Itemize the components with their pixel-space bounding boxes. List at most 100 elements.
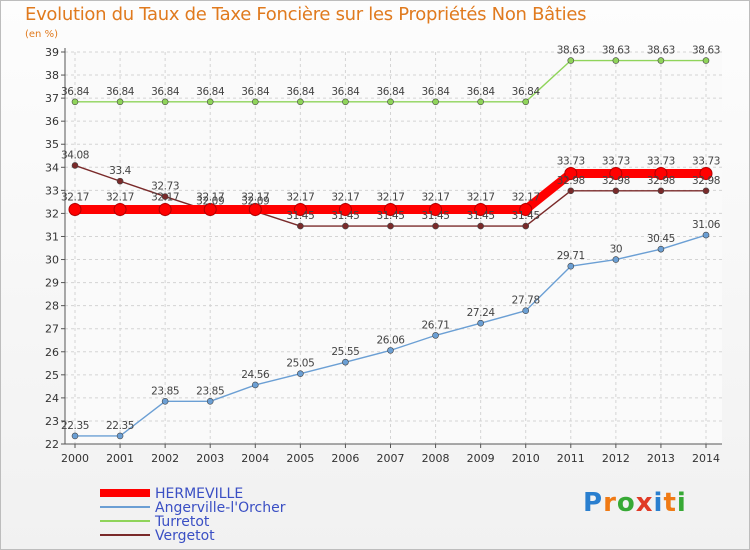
data-label-vergetot: 31.45 bbox=[286, 210, 314, 222]
data-label-turretot: 36.84 bbox=[241, 86, 270, 98]
logo-letter: i bbox=[653, 488, 664, 518]
data-point-hermeville bbox=[384, 202, 397, 216]
data-point-angerville-l-orcher bbox=[71, 432, 79, 440]
data-point-vergetot bbox=[702, 187, 710, 195]
data-point-turretot bbox=[206, 98, 214, 106]
y-tick-label: 36 bbox=[45, 115, 59, 128]
x-tick-label: 2007 bbox=[377, 452, 405, 465]
data-label-vergetot: 34.08 bbox=[61, 149, 89, 161]
data-label-turretot: 36.84 bbox=[512, 86, 541, 98]
data-label-angerville-l-orcher: 24.56 bbox=[241, 369, 270, 381]
x-tick-label: 2005 bbox=[286, 452, 314, 465]
data-label-turretot: 36.84 bbox=[467, 86, 496, 98]
data-point-turretot bbox=[297, 98, 304, 106]
data-point-vergetot bbox=[387, 222, 394, 230]
data-point-vergetot bbox=[342, 222, 349, 230]
data-point-vergetot bbox=[116, 177, 124, 185]
data-point-angerville-l-orcher bbox=[432, 332, 439, 339]
data-point-angerville-l-orcher bbox=[387, 347, 394, 354]
data-point-vergetot bbox=[432, 222, 439, 230]
data-label-angerville-l-orcher: 25.55 bbox=[331, 346, 359, 358]
data-label-vergetot: 31.45 bbox=[512, 210, 540, 222]
data-label-angerville-l-orcher: 26.71 bbox=[422, 319, 450, 331]
data-label-angerville-l-orcher: 22.35 bbox=[106, 420, 134, 432]
y-tick-label: 27 bbox=[45, 323, 59, 336]
data-point-angerville-l-orcher bbox=[342, 358, 349, 366]
data-point-turretot bbox=[567, 57, 575, 64]
data-point-vergetot bbox=[567, 187, 575, 195]
series-angerville-l-orcher bbox=[71, 231, 710, 440]
data-label-hermeville: 33.73 bbox=[692, 156, 720, 168]
data-label-vergetot: 32.73 bbox=[151, 181, 179, 193]
y-tick-label: 35 bbox=[45, 138, 59, 151]
data-label-hermeville: 32.17 bbox=[331, 191, 359, 203]
y-tick-label: 22 bbox=[45, 438, 59, 451]
data-label-turretot: 38.63 bbox=[557, 45, 585, 57]
data-label-angerville-l-orcher: 26.06 bbox=[376, 334, 405, 346]
data-label-hermeville: 32.17 bbox=[422, 191, 450, 203]
data-label-angerville-l-orcher: 31.06 bbox=[692, 219, 721, 231]
data-point-vergetot bbox=[612, 187, 620, 195]
x-tick-label: 2013 bbox=[647, 452, 675, 465]
data-label-hermeville: 32.17 bbox=[286, 191, 314, 203]
data-point-hermeville bbox=[113, 202, 127, 216]
x-tick-label: 2003 bbox=[196, 452, 224, 465]
data-label-angerville-l-orcher: 30.45 bbox=[647, 233, 675, 245]
data-label-angerville-l-orcher: 27.78 bbox=[512, 295, 540, 307]
data-label-hermeville: 33.73 bbox=[647, 156, 675, 168]
data-point-hermeville bbox=[158, 202, 172, 216]
data-point-hermeville bbox=[248, 202, 262, 216]
y-axis-unit-label: (en %) bbox=[25, 29, 58, 40]
data-label-hermeville: 32.17 bbox=[61, 191, 89, 203]
data-point-angerville-l-orcher bbox=[522, 307, 530, 315]
data-point-turretot bbox=[342, 98, 349, 106]
data-label-turretot: 36.84 bbox=[61, 86, 90, 98]
data-point-angerville-l-orcher bbox=[116, 432, 124, 440]
data-point-turretot bbox=[522, 98, 530, 106]
data-point-angerville-l-orcher bbox=[477, 319, 484, 327]
logo-letter: r bbox=[603, 488, 617, 518]
data-point-vergetot bbox=[71, 162, 79, 169]
data-label-turretot: 36.84 bbox=[196, 86, 225, 98]
y-tick-label: 37 bbox=[45, 92, 59, 105]
y-tick-label: 25 bbox=[45, 369, 59, 382]
data-label-turretot: 38.63 bbox=[602, 45, 630, 57]
series-hermeville bbox=[68, 167, 713, 216]
logo-letter: o bbox=[616, 488, 636, 518]
data-point-angerville-l-orcher bbox=[251, 381, 259, 389]
data-label-angerville-l-orcher: 30 bbox=[610, 244, 623, 256]
data-point-hermeville bbox=[474, 202, 488, 216]
data-label-hermeville: 32.17 bbox=[106, 191, 134, 203]
data-label-turretot: 36.84 bbox=[286, 86, 315, 98]
legend-label: Turretot bbox=[154, 514, 210, 530]
x-tick-label: 2008 bbox=[422, 452, 450, 465]
x-tick-label: 2010 bbox=[512, 452, 540, 465]
x-tick-label: 2014 bbox=[692, 452, 720, 465]
data-label-hermeville: 32.17 bbox=[151, 191, 179, 203]
data-point-angerville-l-orcher bbox=[612, 256, 620, 263]
data-point-vergetot bbox=[161, 193, 169, 200]
y-tick-label: 30 bbox=[45, 254, 59, 267]
data-point-turretot bbox=[612, 57, 620, 64]
data-point-angerville-l-orcher bbox=[206, 398, 214, 405]
data-label-hermeville: 32.17 bbox=[467, 191, 495, 203]
data-label-vergetot: 32.98 bbox=[602, 175, 630, 187]
data-label-hermeville: 32.17 bbox=[376, 191, 404, 203]
data-point-hermeville bbox=[654, 167, 668, 181]
logo-letter: x bbox=[635, 488, 654, 518]
y-tick-label: 32 bbox=[45, 207, 59, 220]
y-tick-label: 29 bbox=[45, 277, 59, 290]
data-point-hermeville bbox=[609, 167, 623, 181]
data-point-angerville-l-orcher bbox=[161, 398, 169, 405]
data-label-vergetot: 32.09 bbox=[241, 195, 269, 207]
legend-label: Angerville-l'Orcher bbox=[155, 500, 286, 516]
x-tick-label: 2002 bbox=[151, 452, 179, 465]
x-tick-label: 2004 bbox=[241, 452, 269, 465]
x-tick-label: 2011 bbox=[557, 452, 585, 465]
data-point-turretot bbox=[71, 98, 79, 106]
data-label-angerville-l-orcher: 25.05 bbox=[286, 358, 314, 370]
data-point-angerville-l-orcher bbox=[657, 245, 665, 253]
x-tick-label: 2012 bbox=[602, 452, 630, 465]
y-tick-label: 31 bbox=[45, 230, 59, 243]
